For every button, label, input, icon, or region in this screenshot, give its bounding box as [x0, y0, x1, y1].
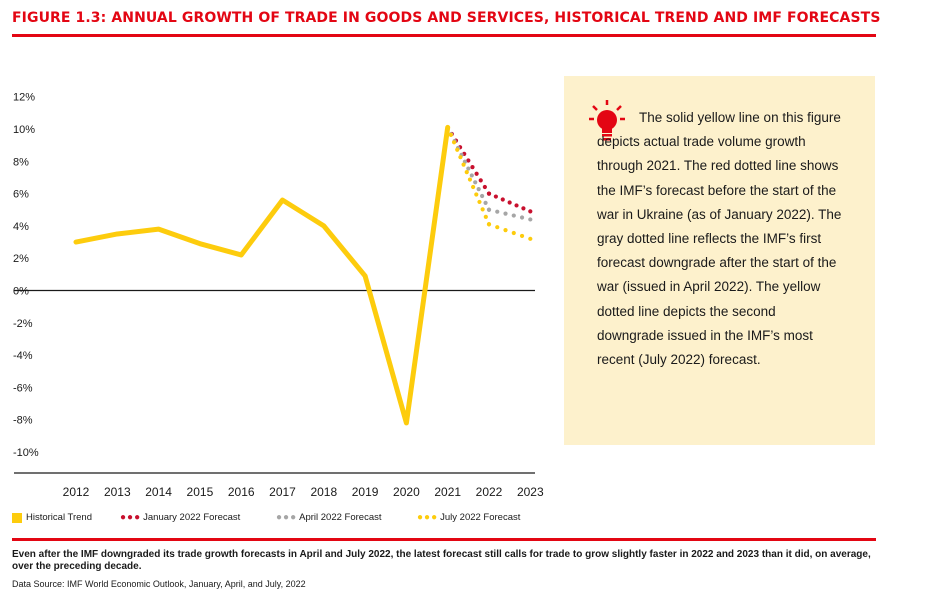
april-2022-forecast-point: [528, 217, 533, 222]
caption-rule: [12, 538, 876, 541]
july-2022-forecast-point: [495, 225, 500, 230]
april-2022-forecast-point: [469, 173, 474, 178]
legend-item-jan: ●●● January 2022 Forecast: [120, 512, 240, 523]
january-2022-forecast-point: [470, 165, 475, 170]
x-tick-label: 2016: [228, 485, 255, 499]
x-tick-label: 2020: [393, 485, 420, 499]
july-2022-forecast-point: [471, 184, 476, 190]
january-2022-forecast-point: [493, 194, 498, 199]
historical-trend-line: [73, 124, 451, 426]
july-2022-forecast-point: [511, 230, 516, 236]
legend-label-historical: Historical Trend: [26, 512, 92, 523]
x-tick-label: 2017: [269, 485, 296, 499]
y-tick-label: 10%: [13, 124, 35, 136]
x-tick-label: 2015: [187, 485, 214, 499]
legend-dots-apr: ●●●: [276, 511, 298, 523]
x-tick-label: 2019: [352, 485, 379, 499]
january-2022-forecast-point: [507, 200, 512, 205]
x-tick-label: 2012: [63, 485, 90, 499]
january-2022-forecast-point: [500, 197, 505, 202]
legend-item-historical: Historical Trend: [12, 512, 92, 523]
july-2022-forecast-point: [455, 147, 460, 152]
line-chart: 12% 10% 8% 6% 4% 2% 0% -2% -4% -6% -8% -10% 2012 2013…: [13, 92, 544, 499]
january-2022-forecast-point: [486, 191, 492, 196]
x-tick-label: 2013: [104, 485, 131, 499]
lightbulb-icon: [589, 100, 625, 141]
april-2022-forecast-point: [480, 193, 485, 199]
july-2022-forecast-point: [448, 132, 453, 137]
y-tick-label: -2%: [13, 318, 33, 330]
y-tick-label: -6%: [13, 382, 33, 394]
july-2022-forecast-point: [458, 155, 463, 160]
april-2022-forecast-point: [473, 180, 478, 185]
legend-label-jan: January 2022 Forecast: [143, 512, 241, 523]
april-2022-forecast-point: [466, 166, 471, 171]
title-rule: [12, 34, 876, 37]
legend-dots-jan: ●●●: [120, 511, 142, 523]
january-2022-forecast-point: [474, 171, 479, 176]
april-2022-forecast-point: [483, 200, 488, 205]
x-tick-label: 2014: [145, 485, 172, 499]
y-tick-label: 4%: [13, 221, 29, 233]
y-tick-label: 0%: [13, 286, 29, 298]
july-2022-forecast-point: [483, 214, 488, 219]
figure-title: FIGURE 1.3: ANNUAL GROWTH OF TRADE IN GO…: [12, 10, 881, 26]
y-tick-label: 2%: [13, 253, 29, 265]
january-2022-forecast-point: [528, 209, 533, 214]
data-source: Data Source: IMF World Economic Outlook,…: [12, 579, 306, 589]
april-2022-forecast-point: [503, 211, 508, 216]
x-tick-label: 2022: [476, 485, 503, 499]
april-2022-forecast-point: [519, 215, 525, 220]
april-2022-forecast-point: [511, 213, 516, 218]
legend-item-jul: ●●● July 2022 Forecast: [417, 512, 520, 523]
legend-item-apr: ●●● April 2022 Forecast: [276, 512, 382, 523]
y-tick-label: -4%: [13, 350, 33, 362]
note-box: The solid yellow line on this figure dep…: [564, 76, 875, 445]
january-2022-forecast-point: [521, 206, 526, 211]
april-2022-forecast-point: [495, 209, 500, 214]
july-2022-forecast-point: [451, 140, 457, 145]
april-2022-forecast-point: [486, 207, 492, 212]
july-2022-forecast-point: [528, 236, 533, 241]
x-tick-label: 2018: [310, 485, 337, 499]
july-2022-forecast-point: [461, 162, 466, 167]
july-2022-forecast-point: [519, 233, 525, 239]
legend-dots-jul: ●●●: [417, 511, 439, 523]
caption: Even after the IMF downgraded its trade …: [12, 549, 871, 572]
july-2022-forecast-point: [480, 207, 485, 212]
july-2022-forecast-point: [474, 192, 479, 197]
y-tick-label: 8%: [13, 156, 29, 168]
july-2022-forecast-point: [477, 199, 482, 205]
april-2022-forecast-point: [476, 187, 481, 192]
y-tick-label: -10%: [13, 447, 39, 459]
x-tick-label: 2021: [434, 485, 461, 499]
legend-label-jul: July 2022 Forecast: [440, 512, 521, 523]
january-2022-forecast-point: [478, 178, 483, 183]
legend-label-apr: April 2022 Forecast: [299, 512, 382, 523]
january-2022-forecast-point: [466, 158, 471, 163]
legend-swatch-historical: [12, 512, 22, 523]
note-text: The solid yellow line on this figure dep…: [597, 110, 842, 368]
july-2022-forecast-point: [486, 222, 492, 227]
y-tick-label: 6%: [13, 189, 29, 201]
january-2022-forecast-point: [514, 203, 519, 208]
july-2022-forecast-point: [464, 170, 469, 175]
x-tick-label: 2023: [517, 485, 544, 499]
y-tick-label: -8%: [13, 415, 33, 427]
y-tick-label: 12%: [13, 92, 35, 104]
july-2022-forecast-point: [503, 227, 508, 233]
january-2022-forecast-point: [482, 184, 487, 190]
july-2022-forecast-point: [467, 177, 473, 182]
